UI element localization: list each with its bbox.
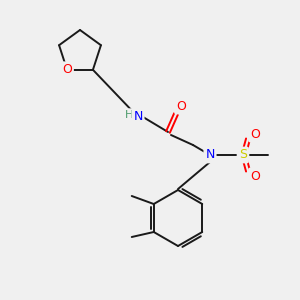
Text: O: O [62, 63, 72, 76]
Text: S: S [239, 148, 247, 161]
Text: O: O [250, 128, 260, 140]
Text: O: O [250, 169, 260, 182]
Text: O: O [176, 100, 186, 112]
Text: N: N [133, 110, 143, 124]
Text: H: H [125, 110, 133, 120]
Text: N: N [205, 148, 215, 161]
